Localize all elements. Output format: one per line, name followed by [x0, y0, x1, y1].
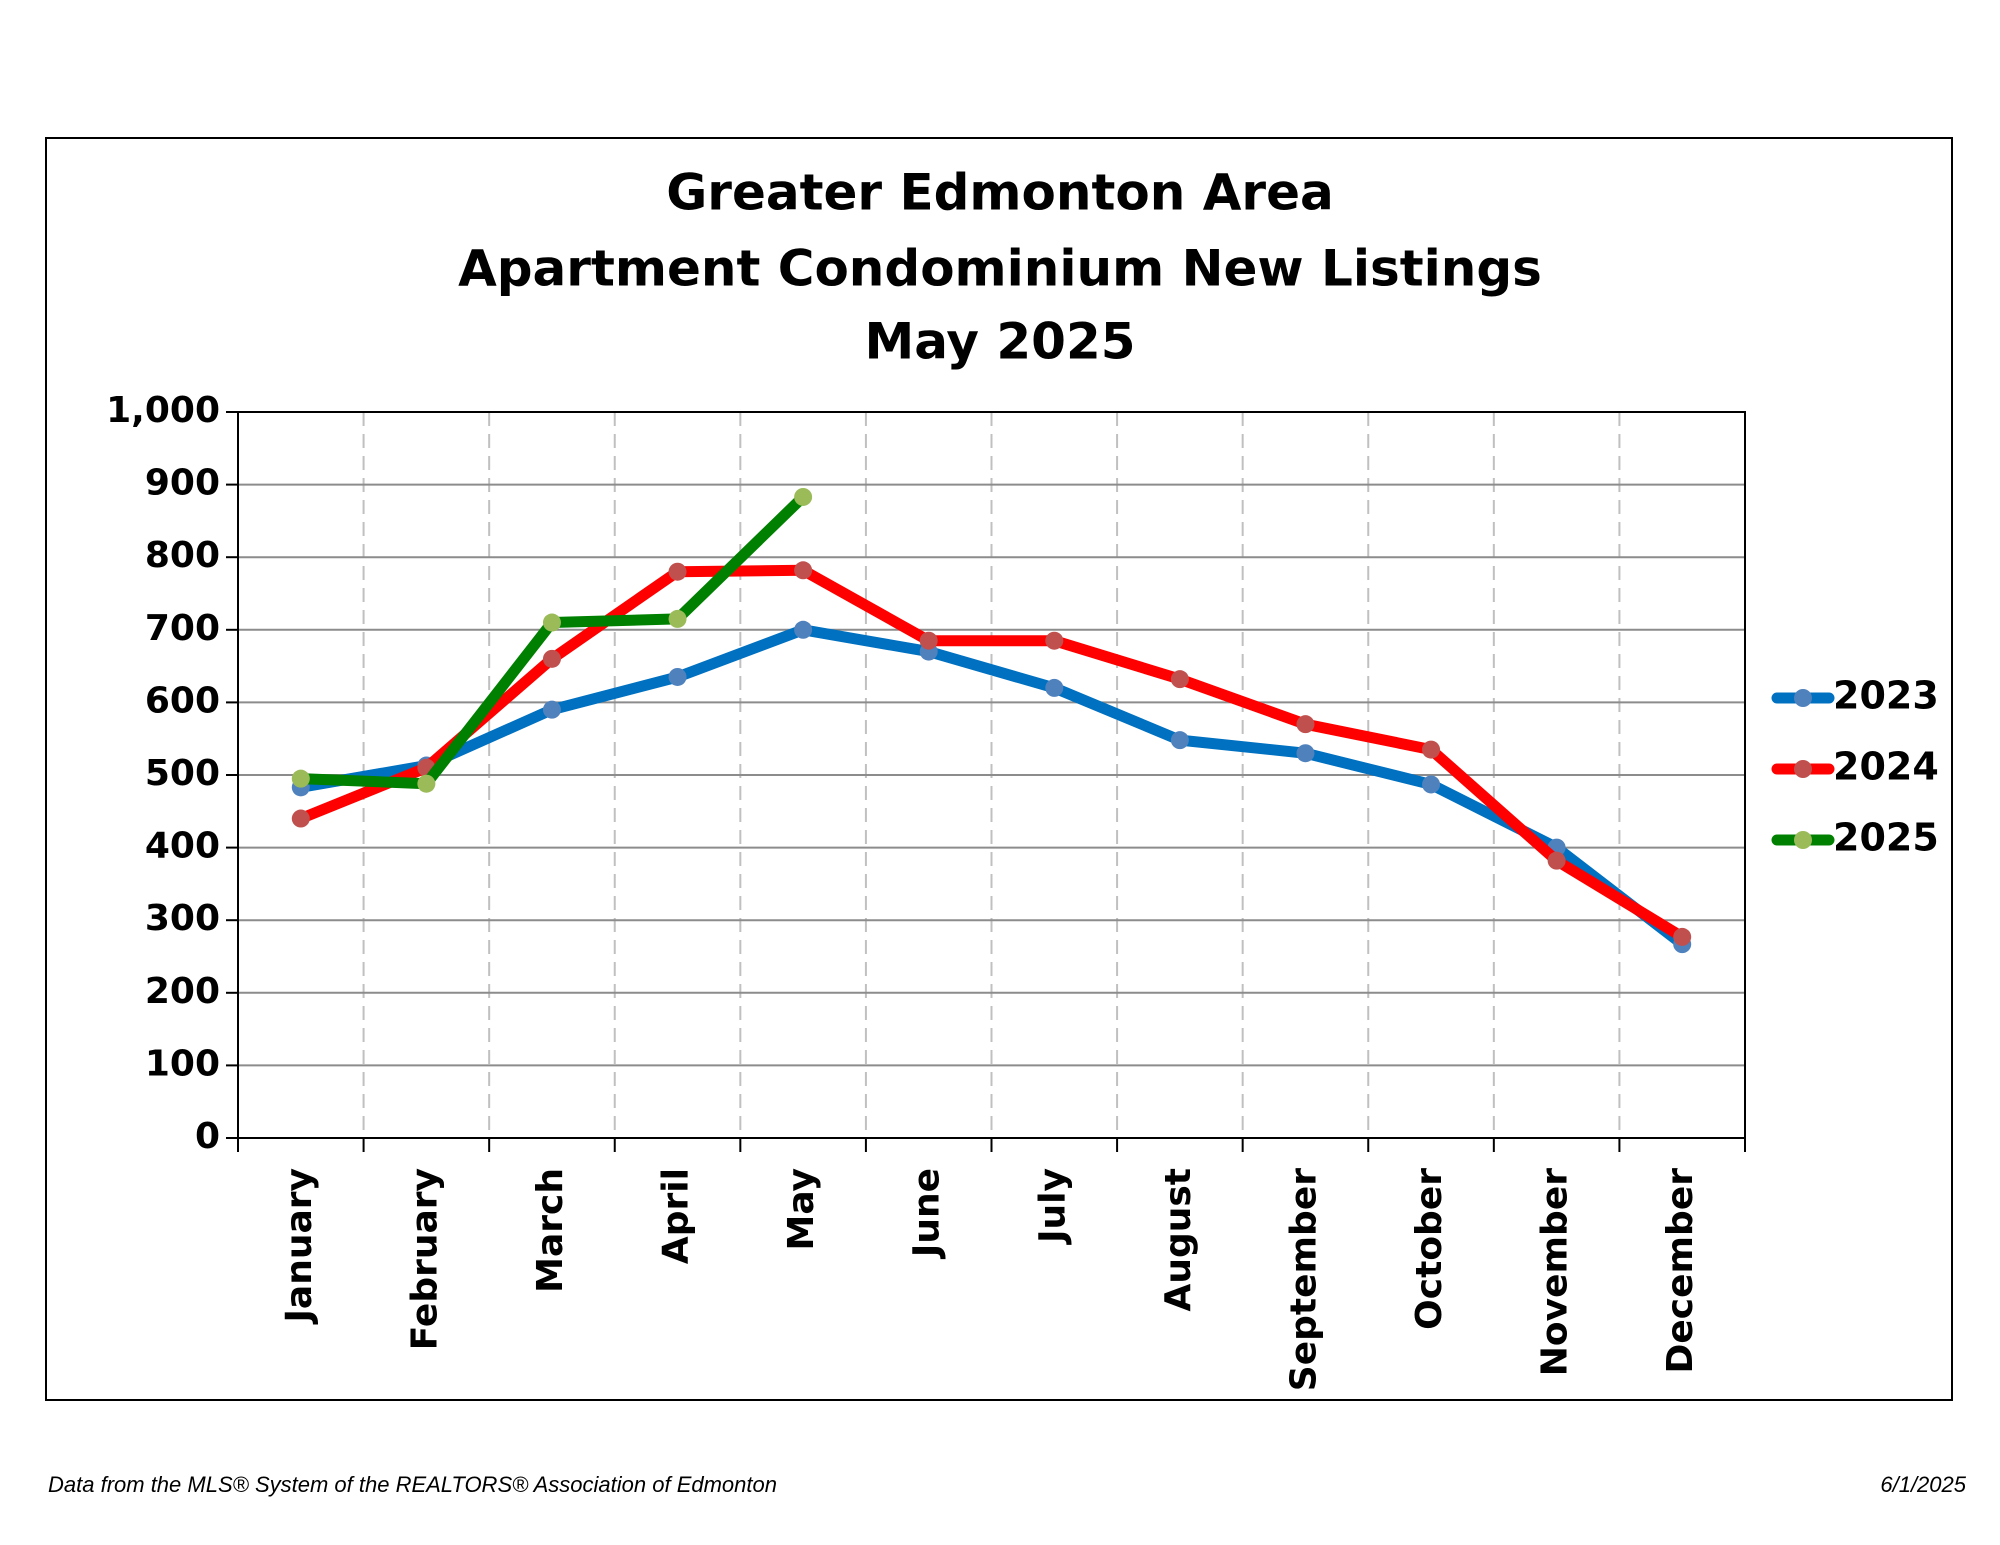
data-point — [291, 809, 310, 828]
chart-subtitle: Apartment Condominium New Listings — [458, 240, 1542, 298]
data-point — [668, 562, 687, 581]
y-tick-label: 900 — [145, 463, 220, 504]
data-point — [919, 631, 938, 650]
legend-label: 2023 — [1833, 674, 1939, 718]
legend-label: 2025 — [1833, 816, 1939, 860]
data-point — [794, 561, 813, 580]
x-tick-label: May — [781, 1168, 822, 1250]
chart-period: May 2025 — [864, 313, 1135, 371]
x-tick-label: November — [1535, 1168, 1576, 1376]
data-point — [794, 487, 813, 506]
y-tick-label: 500 — [145, 753, 220, 794]
series-line — [299, 624, 1686, 949]
y-tick-label: 800 — [145, 535, 220, 576]
data-point — [1296, 744, 1315, 763]
x-tick-label: January — [279, 1168, 320, 1325]
x-tick-label: June — [907, 1168, 948, 1260]
data-point — [668, 609, 687, 628]
y-tick-label: 700 — [145, 608, 220, 649]
data-point — [1045, 678, 1064, 697]
data-point — [542, 649, 561, 668]
y-tick-label: 600 — [145, 680, 220, 721]
x-tick-label: March — [530, 1168, 571, 1293]
data-point — [668, 667, 687, 686]
footer-date: 6/1/2025 — [1880, 1472, 1966, 1497]
data-point — [1045, 631, 1064, 650]
data-point — [1422, 740, 1441, 759]
data-point — [1547, 851, 1566, 870]
data-point — [1170, 731, 1189, 750]
x-tick-label: October — [1409, 1168, 1450, 1330]
y-tick-label: 300 — [145, 898, 220, 939]
x-tick-label: February — [404, 1168, 445, 1350]
footer-source: Data from the MLS® System of the REALTOR… — [48, 1472, 777, 1497]
data-point — [1673, 927, 1692, 946]
y-tick-label: 100 — [145, 1043, 220, 1084]
legend-marker — [1794, 689, 1812, 707]
y-tick-label: 1,000 — [106, 390, 220, 431]
x-tick-label: July — [1032, 1168, 1073, 1246]
data-point — [542, 700, 561, 719]
data-point — [542, 613, 561, 632]
x-tick-label: April — [656, 1168, 697, 1264]
data-point — [794, 620, 813, 639]
y-tick-label: 200 — [145, 971, 220, 1012]
x-tick-label: December — [1660, 1168, 1701, 1374]
data-point — [1296, 715, 1315, 734]
data-point — [1170, 670, 1189, 689]
y-tick-label: 400 — [145, 826, 220, 867]
y-tick-label: 0 — [195, 1116, 220, 1157]
data-point — [417, 774, 436, 793]
legend-marker — [1794, 760, 1812, 778]
x-tick-label: August — [1158, 1168, 1199, 1312]
series-line — [298, 564, 1686, 942]
legend-label: 2024 — [1833, 745, 1939, 789]
legend-marker — [1794, 831, 1812, 849]
data-point — [1422, 775, 1441, 794]
x-tick-label: September — [1283, 1168, 1324, 1391]
chart-title: Greater Edmonton Area — [666, 164, 1333, 222]
data-point — [291, 769, 310, 788]
